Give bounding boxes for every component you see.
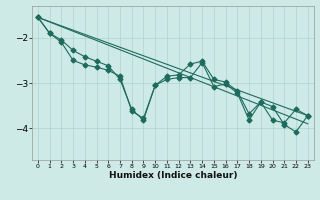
X-axis label: Humidex (Indice chaleur): Humidex (Indice chaleur) (108, 171, 237, 180)
